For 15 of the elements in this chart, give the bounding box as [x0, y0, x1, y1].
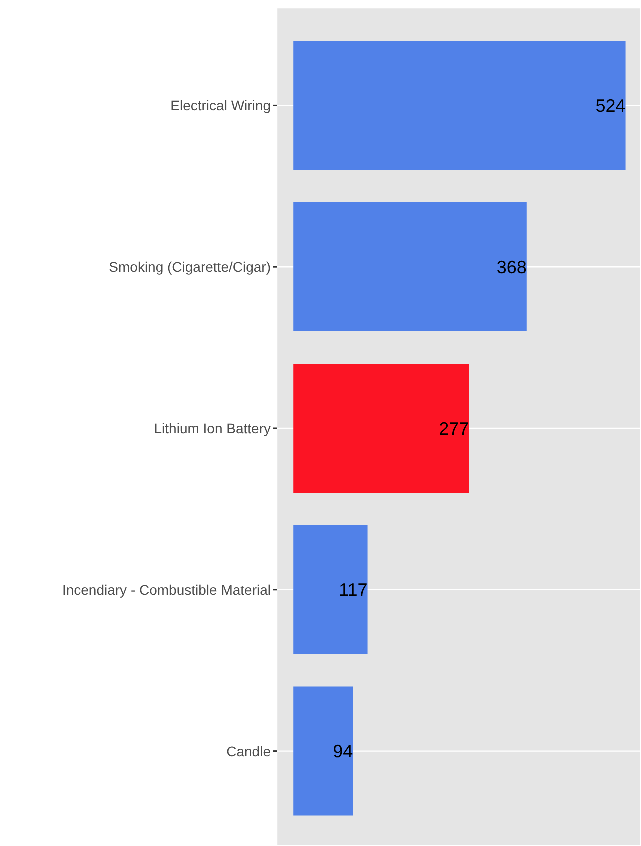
data-label: 277: [439, 418, 470, 439]
data-label: 368: [496, 257, 527, 278]
y-tick-label: Candle: [226, 743, 272, 760]
data-label: 94: [333, 742, 354, 762]
y-tick-label: Incendiary - Combustible Material: [62, 582, 271, 598]
y-tick-label: Smoking (Cigarette/Cigar): [109, 259, 271, 276]
bar: [294, 202, 527, 332]
bar: [294, 686, 354, 816]
data-label: 117: [339, 580, 368, 600]
y-tick-label: Electrical Wiring: [170, 98, 271, 114]
y-tick-label: Lithium Ion Battery: [154, 420, 271, 436]
bar: [294, 41, 626, 170]
bar: [294, 364, 470, 493]
bar: [294, 525, 368, 654]
data-label: 524: [596, 96, 626, 116]
